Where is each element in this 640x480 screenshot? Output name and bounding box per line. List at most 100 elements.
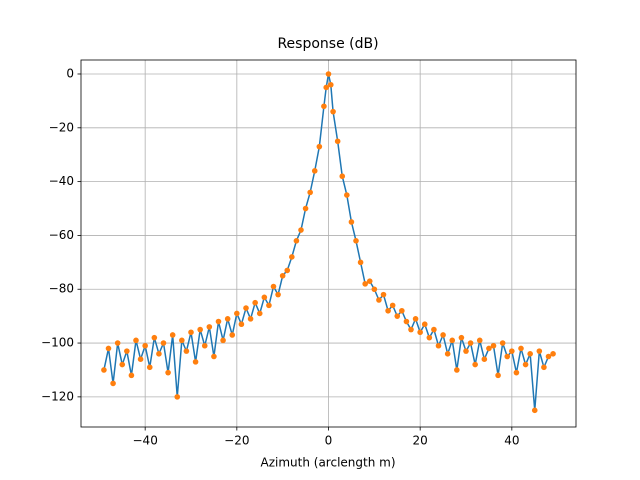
data-point — [266, 302, 272, 309]
data-point — [119, 361, 126, 368]
data-point — [302, 205, 309, 212]
data-point — [211, 353, 217, 360]
data-point — [325, 71, 332, 77]
data-point — [252, 299, 258, 306]
data-point — [234, 310, 240, 317]
data-point — [293, 238, 300, 244]
data-point — [289, 254, 295, 260]
data-point — [323, 84, 330, 91]
data-point — [133, 337, 139, 344]
data-point — [476, 337, 483, 344]
data-point — [348, 219, 355, 225]
data-point — [531, 407, 538, 414]
data-point — [307, 189, 313, 196]
data-point — [270, 283, 277, 290]
data-point — [463, 348, 469, 354]
data-point — [527, 351, 533, 357]
data-point — [417, 329, 423, 336]
x-axis-label: Azimuth (arclength m) — [261, 456, 396, 470]
data-point — [536, 348, 543, 354]
data-point — [151, 334, 158, 341]
y-tick-label: −120 — [41, 389, 74, 403]
data-point — [321, 103, 327, 110]
data-point — [486, 345, 492, 352]
data-point — [165, 369, 171, 376]
data-point — [431, 326, 437, 333]
data-point — [394, 313, 401, 319]
data-point — [238, 321, 245, 328]
data-point — [137, 356, 144, 362]
data-point — [490, 342, 497, 349]
data-point — [449, 337, 456, 344]
data-point — [261, 294, 268, 301]
data-point — [509, 348, 515, 354]
y-tick-label: −80 — [49, 282, 74, 296]
data-point — [201, 342, 208, 349]
data-point — [256, 310, 263, 317]
data-point — [224, 316, 231, 322]
chart-title: Response (dB) — [277, 36, 378, 52]
data-point — [380, 291, 387, 298]
data-point — [229, 332, 236, 338]
data-point — [142, 342, 148, 349]
data-point — [327, 81, 334, 88]
data-point — [284, 267, 291, 274]
data-point — [403, 318, 410, 325]
x-tick-label: 0 — [325, 434, 333, 448]
y-tick-label: −20 — [49, 120, 74, 134]
data-point — [311, 168, 318, 174]
data-point — [357, 259, 364, 266]
data-point — [522, 361, 529, 368]
data-point — [499, 340, 506, 346]
data-point — [421, 321, 428, 328]
data-point — [518, 345, 524, 352]
data-point — [472, 361, 478, 368]
x-tick-label: −40 — [133, 434, 158, 448]
data-point — [371, 286, 378, 293]
data-point — [376, 297, 382, 303]
data-point — [481, 356, 488, 362]
data-point — [146, 364, 153, 371]
data-point — [362, 281, 368, 287]
data-point — [435, 342, 442, 349]
data-point — [215, 318, 222, 325]
data-point — [426, 334, 433, 341]
data-point — [454, 367, 460, 373]
data-point — [389, 302, 396, 309]
data-point — [105, 345, 112, 352]
data-point — [316, 143, 323, 150]
data-point — [330, 108, 336, 115]
data-point — [444, 351, 451, 357]
data-point — [385, 307, 391, 314]
data-point — [467, 340, 474, 346]
data-point — [188, 329, 194, 336]
data-point — [160, 340, 167, 346]
data-point — [440, 332, 446, 338]
y-tick-label: 0 — [66, 66, 74, 80]
data-point — [550, 351, 556, 357]
data-point — [275, 291, 281, 298]
x-tick-label: 20 — [413, 434, 428, 448]
data-point — [197, 326, 203, 333]
data-point — [183, 348, 190, 354]
data-point — [513, 369, 520, 376]
data-point — [114, 340, 121, 346]
data-point — [192, 359, 199, 365]
y-tick-label: −60 — [49, 228, 74, 242]
data-point — [334, 138, 341, 145]
data-point — [339, 173, 346, 180]
data-point — [353, 238, 359, 244]
data-point — [298, 227, 304, 233]
data-point — [279, 272, 286, 279]
data-point — [206, 324, 213, 330]
plot-frame — [80, 59, 577, 428]
data-point — [541, 364, 547, 371]
data-point — [243, 305, 249, 311]
data-point — [366, 278, 373, 284]
y-tick-label: −40 — [49, 174, 74, 188]
data-point — [408, 326, 414, 333]
data-point — [220, 337, 226, 344]
data-point — [495, 372, 501, 379]
data-point — [545, 353, 552, 360]
